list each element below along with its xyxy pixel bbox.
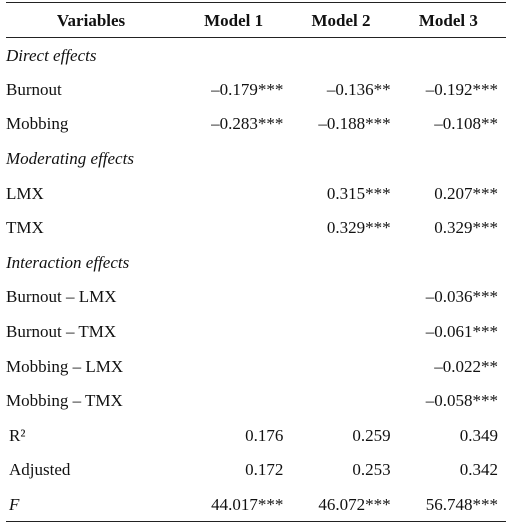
- section-row-interaction: Interaction effects: [6, 245, 506, 280]
- cell-mobbing-lmx-m1: [184, 349, 291, 384]
- row-label-r-squared: R²: [9, 425, 26, 445]
- table-row: Burnout – TMX –0.061***: [6, 314, 506, 349]
- section-interaction-effects: Interaction effects: [6, 252, 130, 272]
- cell-f-statistic-m2: 46.072***: [291, 487, 399, 523]
- table-row: LMX 0.315*** 0.207***: [6, 176, 506, 211]
- row-label-tmx: TMX: [6, 218, 44, 238]
- row-label-lmx: LMX: [6, 183, 44, 203]
- section-row-moderating: Moderating effects: [6, 141, 506, 176]
- table-row: Burnout –0.179*** –0.136** –0.192***: [6, 72, 506, 107]
- cell-burnout-m1: –0.179***: [211, 79, 284, 99]
- cell-mobbing-m3: –0.108**: [434, 114, 498, 134]
- row-label-mobbing-lmx: Mobbing – LMX: [6, 356, 124, 376]
- cell-lmx-m2: 0.315***: [326, 183, 391, 203]
- section-moderating-effects: Moderating effects: [6, 149, 134, 169]
- section-direct-effects: Direct effects: [6, 45, 97, 65]
- cell-mobbing-m2: –0.188***: [318, 114, 391, 134]
- cell-adjusted-m3: 0.342: [459, 460, 498, 480]
- row-label-adjusted: Adjusted: [9, 460, 71, 480]
- cell-burnout-lmx-m1: [184, 280, 291, 315]
- cell-mobbing-tmx-m1: [184, 383, 291, 418]
- header-variables: Variables: [6, 2, 184, 38]
- cell-r-squared-m3: 0.349: [459, 425, 498, 445]
- cell-mobbing-m1: –0.283***: [211, 114, 284, 134]
- table-row: Mobbing – LMX –0.022**: [6, 349, 506, 384]
- cell-burnout-tmx-m1: [184, 314, 291, 349]
- table-row: TMX 0.329*** 0.329***: [6, 210, 506, 245]
- row-label-burnout: Burnout: [6, 79, 62, 99]
- header-model-2: Model 2: [291, 2, 399, 38]
- table-row: Burnout – LMX –0.036***: [6, 280, 506, 315]
- table-row: Mobbing – TMX –0.058***: [6, 383, 506, 418]
- row-label-f-statistic: F: [6, 487, 184, 523]
- table-header: Variables Model 1 Model 2 Model 3: [6, 2, 506, 38]
- table-row: R² 0.176 0.259 0.349: [6, 418, 506, 453]
- table-row: Adjusted 0.172 0.253 0.342: [6, 453, 506, 488]
- table-body: Direct effects Burnout –0.179*** –0.136*…: [6, 38, 506, 523]
- row-label-mobbing: Mobbing: [6, 114, 69, 134]
- header-model-1: Model 1: [184, 2, 292, 38]
- cell-mobbing-tmx-m3: –0.058***: [425, 391, 498, 411]
- cell-f-statistic-m1: 44.017***: [184, 487, 292, 523]
- cell-f-statistic-m3: 56.748***: [398, 487, 506, 523]
- cell-r-squared-m1: 0.176: [245, 425, 284, 445]
- cell-adjusted-m2: 0.253: [352, 460, 391, 480]
- section-row-direct: Direct effects: [6, 38, 506, 73]
- cell-tmx-m3: 0.329***: [434, 218, 498, 238]
- cell-burnout-m2: –0.136**: [326, 79, 391, 99]
- regression-table: Variables Model 1 Model 2 Model 3 Direct…: [6, 2, 506, 523]
- header-row: Variables Model 1 Model 2 Model 3: [6, 2, 506, 38]
- row-label-mobbing-tmx: Mobbing – TMX: [6, 391, 123, 411]
- cell-burnout-m3: –0.192***: [425, 79, 498, 99]
- cell-tmx-m1: [184, 210, 291, 245]
- table-row: F 44.017*** 46.072*** 56.748***: [6, 487, 506, 523]
- cell-burnout-lmx-m2: [291, 280, 398, 315]
- cell-mobbing-lmx-m2: [291, 349, 398, 384]
- header-model-3: Model 3: [398, 2, 506, 38]
- cell-burnout-lmx-m3: –0.036***: [425, 287, 498, 307]
- row-label-burnout-lmx: Burnout – LMX: [6, 287, 117, 307]
- cell-r-squared-m2: 0.259: [352, 425, 391, 445]
- cell-burnout-tmx-m2: [291, 314, 398, 349]
- cell-burnout-tmx-m3: –0.061***: [425, 322, 498, 342]
- cell-tmx-m2: 0.329***: [326, 218, 391, 238]
- cell-mobbing-tmx-m2: [291, 383, 398, 418]
- row-label-burnout-tmx: Burnout – TMX: [6, 322, 117, 342]
- cell-adjusted-m1: 0.172: [245, 460, 284, 480]
- table-row: Mobbing –0.283*** –0.188*** –0.108**: [6, 107, 506, 142]
- cell-mobbing-lmx-m3: –0.022**: [434, 356, 498, 376]
- cell-lmx-m3: 0.207***: [434, 183, 498, 203]
- cell-lmx-m1: [184, 176, 291, 211]
